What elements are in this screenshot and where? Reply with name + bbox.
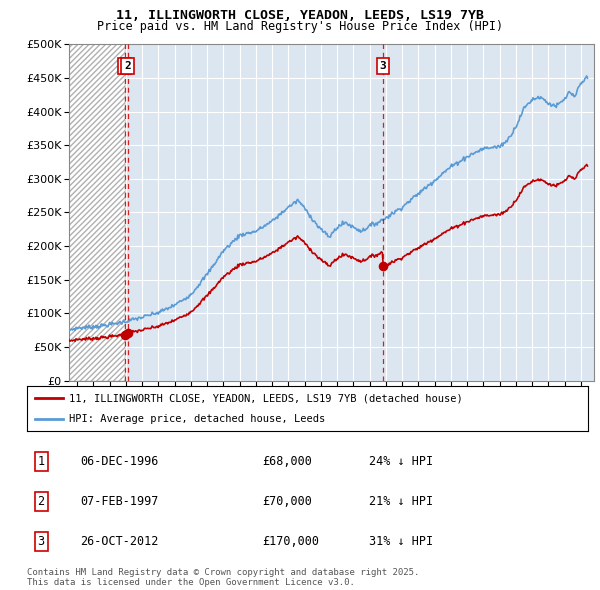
Text: 21% ↓ HPI: 21% ↓ HPI <box>369 495 433 508</box>
Text: £68,000: £68,000 <box>263 455 313 468</box>
Point <box>120 330 130 339</box>
Point <box>378 261 388 271</box>
Text: 31% ↓ HPI: 31% ↓ HPI <box>369 535 433 548</box>
Text: Price paid vs. HM Land Registry's House Price Index (HPI): Price paid vs. HM Land Registry's House … <box>97 20 503 33</box>
Text: 07-FEB-1997: 07-FEB-1997 <box>80 495 158 508</box>
Text: 24% ↓ HPI: 24% ↓ HPI <box>369 455 433 468</box>
Text: HPI: Average price, detached house, Leeds: HPI: Average price, detached house, Leed… <box>69 414 325 424</box>
Point <box>123 329 133 338</box>
Text: Contains HM Land Registry data © Crown copyright and database right 2025.
This d: Contains HM Land Registry data © Crown c… <box>27 568 419 587</box>
Text: 06-DEC-1996: 06-DEC-1996 <box>80 455 158 468</box>
Text: 2: 2 <box>37 495 44 508</box>
Text: 3: 3 <box>37 535 44 548</box>
Text: 3: 3 <box>380 61 386 71</box>
Bar <box>69 44 125 381</box>
Text: 2: 2 <box>124 61 131 71</box>
Text: 11, ILLINGWORTH CLOSE, YEADON, LEEDS, LS19 7YB: 11, ILLINGWORTH CLOSE, YEADON, LEEDS, LS… <box>116 9 484 22</box>
Text: £70,000: £70,000 <box>263 495 313 508</box>
Text: 26-OCT-2012: 26-OCT-2012 <box>80 535 158 548</box>
Text: 1: 1 <box>121 61 128 71</box>
Text: 1: 1 <box>37 455 44 468</box>
Text: 11, ILLINGWORTH CLOSE, YEADON, LEEDS, LS19 7YB (detached house): 11, ILLINGWORTH CLOSE, YEADON, LEEDS, LS… <box>69 394 463 404</box>
Text: £170,000: £170,000 <box>263 535 320 548</box>
